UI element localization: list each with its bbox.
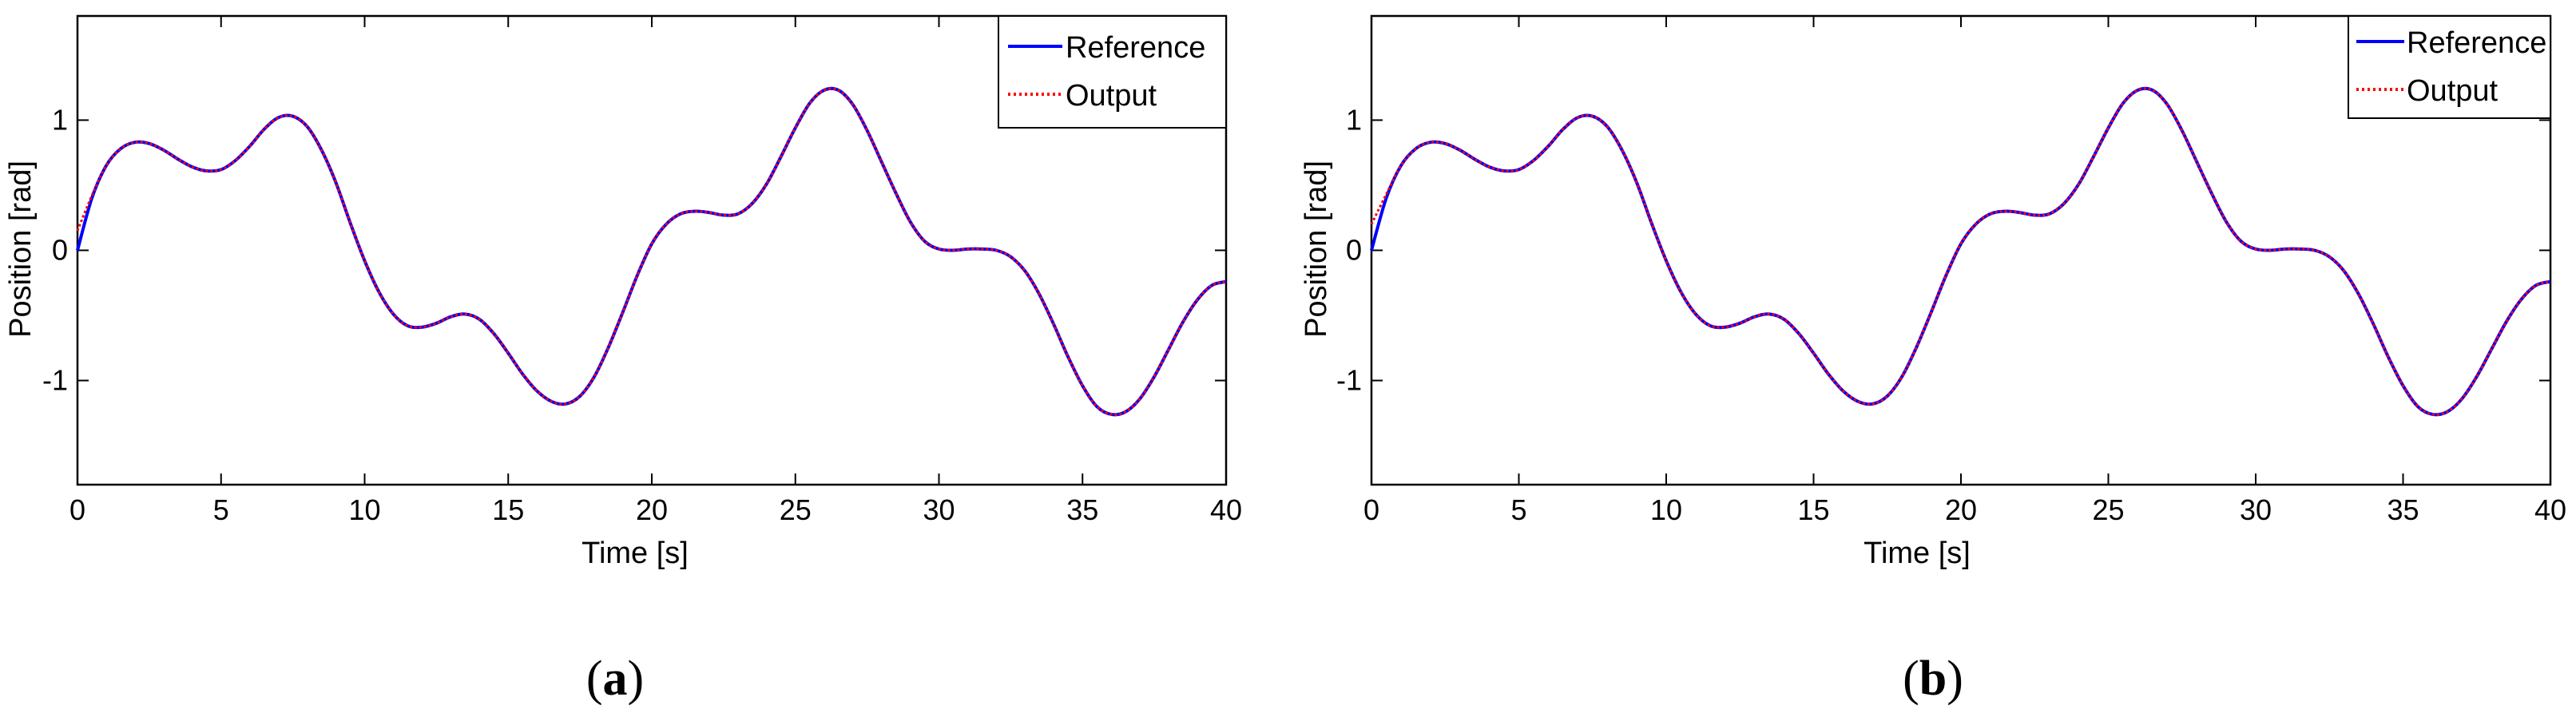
x-tick-label: 30	[923, 493, 955, 526]
x-tick-label: 20	[636, 493, 668, 526]
x-tick-label: 15	[1797, 493, 1829, 526]
x-tick-label: 0	[1363, 493, 1379, 526]
y-tick-label: 0	[52, 234, 68, 267]
panel-a-legend-box	[998, 15, 1227, 129]
panel-b-ylabel: Position [rad]	[1300, 160, 1333, 338]
y-tick-label: 1	[1346, 103, 1362, 136]
x-tick-label: 40	[2534, 493, 2566, 526]
x-tick-label: 30	[2240, 493, 2272, 526]
x-tick-label: 20	[1945, 493, 1977, 526]
panel-a: Time [s] Position [rad] (a) Reference Ou…	[4, 31, 1205, 706]
x-tick-label: 25	[2092, 493, 2124, 526]
panel-a-legend-reference-label: Reference	[1066, 31, 1205, 65]
x-tick-label: 0	[69, 493, 85, 526]
panel-a-caption: (a)	[586, 652, 644, 706]
series-line-output	[1370, 87, 2551, 416]
x-tick-label: 5	[1510, 493, 1526, 526]
panel-a-plot: 0 5 10 15 20 25 30 35 40 -1 0 1	[42, 14, 1242, 526]
x-tick-label: 40	[1210, 493, 1242, 526]
x-tick-label: 15	[492, 493, 524, 526]
y-tick-label: 1	[52, 103, 68, 136]
x-tick-label: 35	[2387, 493, 2419, 526]
series-line-reference	[76, 86, 1227, 417]
series-line-reference	[1370, 86, 2551, 417]
y-tick-label: 0	[1346, 234, 1362, 267]
panel-a-legend: Reference Output	[1008, 31, 1205, 113]
panel-a-ylabel: Position [rad]	[4, 160, 38, 338]
panel-b-legend-box	[2348, 15, 2551, 119]
panel-a-legend-output-label: Output	[1066, 79, 1157, 113]
y-tick-label: -1	[42, 364, 68, 397]
panel-b-legend-output-label: Output	[2407, 74, 2499, 108]
panel-b-caption: (b)	[1903, 652, 1963, 706]
panel-a-xlabel: Time [s]	[581, 537, 689, 570]
x-tick-label: 25	[780, 493, 812, 526]
series-line-output	[76, 87, 1227, 416]
panel-b-plot: 0 5 10 15 20 25 30 35 40 -1 0 1	[1336, 14, 2566, 526]
y-tick-label: -1	[1336, 364, 1362, 397]
x-tick-label: 35	[1066, 493, 1098, 526]
x-tick-label: 10	[1650, 493, 1682, 526]
x-tick-label: 5	[213, 493, 229, 526]
panel-b: Time [s] Position [rad] (b) Reference Ou…	[1300, 26, 2546, 706]
x-tick-label: 10	[348, 493, 380, 526]
panel-b-legend-reference-label: Reference	[2407, 26, 2546, 60]
panel-b-legend: Reference Output	[2356, 26, 2546, 108]
panel-b-xlabel: Time [s]	[1864, 537, 1971, 570]
